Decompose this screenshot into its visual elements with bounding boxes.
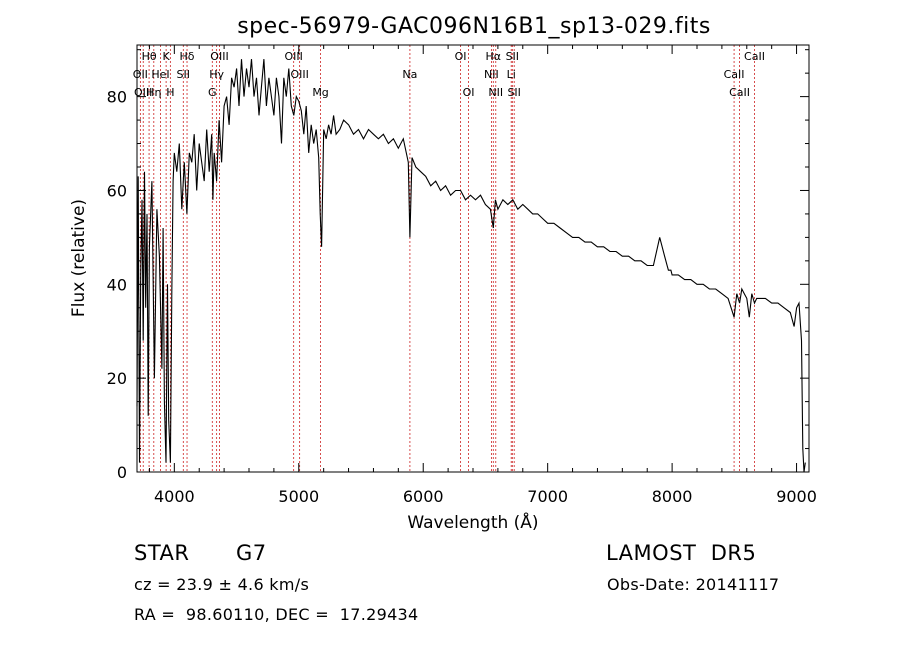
x-tick-label: 8000 — [652, 487, 693, 506]
chart-title: spec-56979-GAC096N16B1_sp13-029.fits — [237, 14, 711, 39]
marker-label: OIII — [284, 50, 302, 63]
y-tick-label: 0 — [117, 463, 127, 482]
x-axis-ticks: 4000 5000 6000 7000 8000 9000 — [148, 45, 817, 506]
marker-label: H — [166, 86, 174, 99]
spectrum-line — [136, 59, 806, 473]
marker-label: Hθ — [142, 50, 157, 63]
coordinates: RA = 98.60110, DEC = 17.29434 — [134, 605, 419, 624]
marker-label: CaII — [724, 68, 745, 81]
y-axis-label: Flux (relative) — [69, 199, 89, 317]
survey-name: LAMOST DR5 — [606, 541, 757, 565]
subclass: G7 — [236, 541, 267, 565]
x-axis-label: Wavelength (Å) — [407, 511, 538, 533]
marker-label: Hγ — [209, 68, 224, 81]
spectral-line-labels: Hθ K Hδ OIII OIII OI Hα SII CaII OII HeI SII Hγ OIII N… — [133, 50, 765, 99]
x-tick-label: 4000 — [154, 487, 195, 506]
marker-label: NII — [484, 68, 499, 81]
y-axis-ticks: 0 20 40 60 80 — [107, 49, 809, 482]
marker-label: Hη — [146, 86, 161, 99]
x-tick-label: 6000 — [403, 487, 444, 506]
object-class: STAR — [134, 541, 190, 565]
redshift-velocity: cz = 23.9 ± 4.6 km/s — [134, 575, 310, 594]
marker-label: OIII — [210, 50, 228, 63]
marker-label: OIII — [134, 86, 152, 99]
marker-label: HeI — [151, 68, 169, 81]
marker-label: CaII — [744, 50, 765, 63]
marker-label: Hδ — [180, 50, 195, 63]
marker-label: OIII — [290, 68, 308, 81]
marker-label: SII — [507, 86, 520, 99]
marker-label: Mg — [312, 86, 328, 99]
x-tick-label: 7000 — [527, 487, 568, 506]
marker-label: SII — [177, 68, 190, 81]
y-tick-label: 60 — [107, 181, 127, 200]
y-tick-label: 20 — [107, 369, 127, 388]
marker-label: Li — [507, 68, 516, 81]
marker-label: Hα — [486, 50, 502, 63]
marker-label: OII — [133, 68, 148, 81]
x-tick-label: 9000 — [776, 487, 817, 506]
marker-label: NII — [488, 86, 503, 99]
marker-label: CaII — [729, 86, 750, 99]
marker-label: OI — [463, 86, 475, 99]
marker-label: SII — [506, 50, 519, 63]
spectral-line-markers — [139, 45, 755, 472]
y-tick-label: 40 — [107, 275, 127, 294]
y-tick-label: 80 — [107, 88, 127, 107]
x-tick-label: 5000 — [278, 487, 319, 506]
marker-label: Na — [402, 68, 417, 81]
observation-date: Obs-Date: 20141117 — [607, 575, 780, 594]
plot-frame — [136, 44, 810, 473]
marker-label: K — [163, 50, 171, 63]
marker-label: OI — [455, 50, 467, 63]
marker-label: G — [208, 86, 217, 99]
